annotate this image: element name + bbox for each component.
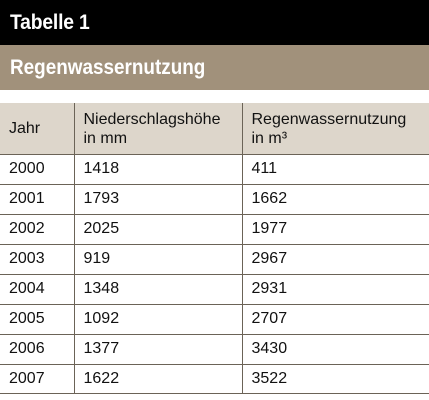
cell-precipitation: 1348 [73,274,242,305]
cell-year: 2004 [0,274,74,305]
table-row: 2002 2025 1977 [0,214,429,245]
table-row: 2003 919 2967 [0,244,429,275]
spacer [0,90,429,103]
cell-year: 2001 [0,184,74,215]
cell-year: 2003 [0,244,74,275]
data-table: Jahr Niederschlagshöhe in mm Regenwassern… [0,103,429,394]
cell-rainwater: 3522 [241,364,429,394]
cell-year: 2007 [0,364,74,394]
cell-precipitation: 1418 [73,154,242,185]
cell-rainwater: 1977 [241,214,429,245]
cell-precipitation: 1622 [73,364,242,394]
cell-precipitation: 919 [73,244,242,275]
cell-precipitation: 1377 [73,334,242,365]
table-row: 2005 1092 2707 [0,304,429,335]
cell-rainwater: 2931 [241,274,429,305]
table-row: 2006 1377 3430 [0,334,429,365]
header-rainwater: Regenwassernutzung in m³ [241,103,429,155]
cell-precipitation: 1092 [73,304,242,335]
table-row: 2001 1793 1662 [0,184,429,215]
cell-year: 2005 [0,304,74,335]
cell-precipitation: 1793 [73,184,242,215]
table-row: 2004 1348 2931 [0,274,429,305]
table-title: Regenwassernutzung [10,55,206,79]
cell-rainwater: 2707 [241,304,429,335]
header-row: Jahr Niederschlagshöhe in mm Regenwassern… [0,103,429,155]
cell-rainwater: 1662 [241,184,429,215]
cell-rainwater: 3430 [241,334,429,365]
table-row: 2000 1418 411 [0,154,429,185]
cell-precipitation: 2025 [73,214,242,245]
cell-rainwater: 2967 [241,244,429,275]
table-label-bar: Tabelle 1 [0,0,429,45]
header-precipitation: Niederschlagshöhe in mm [73,103,242,155]
cell-year: 2006 [0,334,74,365]
cell-year: 2002 [0,214,74,245]
cell-year: 2000 [0,154,74,185]
table-title-bar: Regenwassernutzung [0,45,429,90]
cell-rainwater: 411 [241,154,429,185]
table-row: 2007 1622 3522 [0,364,429,394]
table-label: Tabelle 1 [10,10,90,34]
header-year: Jahr [0,103,74,155]
